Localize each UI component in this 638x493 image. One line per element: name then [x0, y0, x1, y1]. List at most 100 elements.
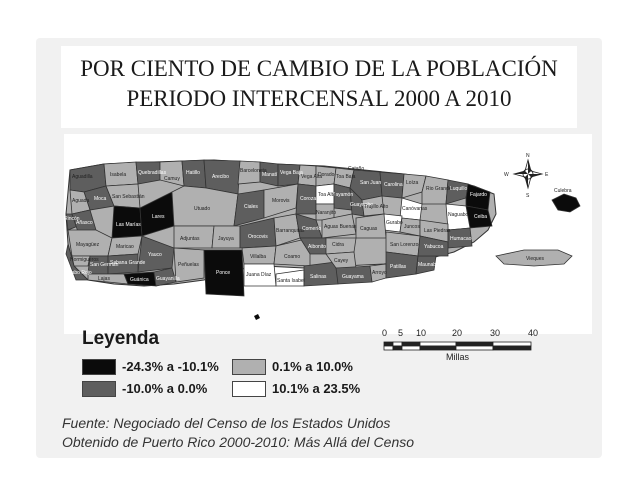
label-anasco: Añasco — [76, 220, 93, 226]
legend-label-1: -24.3% a -10.1% — [122, 359, 219, 374]
label-arroyo: Arroyo — [372, 270, 387, 276]
label-aguas-buenas: Aguas Buenas — [324, 224, 357, 230]
source-note: Fuente: Negociado del Censo de los Estad… — [62, 414, 582, 452]
region-yabucoa — [417, 235, 449, 257]
compass-w: W — [504, 172, 509, 178]
region-cabo-rojo — [65, 243, 89, 281]
label-coamo: Coamo — [284, 254, 300, 260]
scale-tick-10: 10 — [416, 328, 426, 338]
region-ponce — [203, 249, 245, 297]
puerto-rico-map: N S E W Aguadilla Isabela Quebradillas C… — [64, 153, 581, 320]
label-ponce: Ponce — [216, 270, 230, 276]
label-lajas: Lajas — [98, 276, 110, 282]
label-cabo-rojo: Cabo Rojo — [68, 270, 92, 276]
label-moca: Moca — [94, 196, 106, 202]
label-cidra: Cidra — [332, 242, 344, 248]
label-ceiba: Ceiba — [474, 214, 487, 220]
scale-bar: 0 5 10 20 30 40 Millas — [382, 328, 538, 362]
compass-n: N — [526, 153, 530, 159]
legend-swatch-4 — [232, 381, 266, 397]
label-santa-isabel: Santa Isabel — [277, 278, 305, 284]
label-hatillo: Hatillo — [186, 170, 200, 176]
label-aguadilla: Aguadilla — [72, 174, 93, 180]
compass-s: S — [526, 193, 530, 199]
legend-label-4: 10.1% a 23.5% — [272, 381, 361, 396]
region-mona — [254, 314, 260, 320]
label-ciales: Ciales — [244, 204, 258, 210]
scale-tick-0: 0 — [382, 328, 387, 338]
label-lares: Lares — [152, 214, 165, 220]
label-cayey: Cayey — [334, 258, 349, 264]
label-culebra: Culebra — [554, 188, 572, 194]
label-juana-diaz: Juana Díaz — [246, 272, 272, 278]
label-corozal: Corozal — [300, 196, 317, 202]
label-comerio: Comerío — [302, 226, 321, 232]
scale-tick-30: 30 — [490, 328, 500, 338]
legend-label-3: 0.1% a 10.0% — [272, 359, 353, 374]
label-carolina: Carolina — [384, 182, 403, 188]
label-yabucoa: Yabucoa — [424, 244, 444, 250]
title-box: POR CIENTO DE CAMBIO DE LA POBLACIÓN PER… — [61, 46, 577, 128]
label-arecibo: Arecibo — [212, 174, 229, 180]
compass-e: E — [545, 172, 549, 178]
scale-unit: Millas — [446, 352, 470, 362]
label-gurabo: Gurabo — [386, 220, 403, 226]
label-juncos: Juncos — [404, 224, 420, 230]
label-dorado: Dorado — [318, 172, 335, 178]
label-mayaguez: Mayagüez — [76, 242, 100, 248]
municipalities — [65, 159, 493, 297]
label-patillas: Patillas — [390, 264, 407, 270]
legend-swatch-2 — [82, 381, 116, 397]
label-catano: Cataño — [348, 166, 364, 172]
label-fajardo: Fajardo — [470, 192, 487, 198]
region-rio-grande — [421, 175, 449, 205]
label-toa-alta: Toa Alta — [318, 192, 336, 198]
label-guanica: Guánica — [130, 277, 149, 283]
label-san-sebastian: San Sebastián — [112, 194, 145, 200]
label-utuado: Utuado — [194, 206, 210, 212]
label-naranjito: Naranjito — [316, 210, 336, 216]
label-san-juan: San Juan — [360, 180, 381, 186]
label-hormigueros: Hormigueros — [70, 257, 99, 263]
legend-title: Leyenda — [82, 328, 160, 349]
label-adjuntas: Adjuntas — [180, 236, 200, 242]
region-penuelas — [173, 247, 205, 283]
title-line-2: PERIODO INTERCENSAL 2000 A 2010 — [126, 86, 512, 111]
label-humacao: Humacao — [450, 236, 472, 242]
scale-tick-5: 5 — [398, 328, 403, 338]
label-salinas: Salinas — [310, 274, 327, 280]
label-guayama: Guayama — [342, 274, 364, 280]
label-caguas: Caguas — [360, 226, 378, 232]
region-vieques — [495, 249, 573, 267]
label-canovanas: Canóvanas — [402, 206, 428, 212]
label-maunabo: Maunabo — [418, 262, 439, 268]
label-vega-baja: Vega Baja — [280, 170, 303, 176]
label-orocovis: Orocovis — [248, 234, 268, 240]
label-yauco: Yauco — [148, 252, 162, 258]
label-sabana-grande: Sabana Grande — [110, 260, 146, 266]
title-line-1: POR CIENTO DE CAMBIO DE LA POBLACIÓN — [80, 56, 558, 81]
label-villalba: Villalba — [250, 254, 266, 260]
legend-label-2: -10.0% a 0.0% — [122, 381, 208, 396]
map-panel: N S E W Aguadilla Isabela Quebradillas C… — [64, 134, 592, 334]
label-quebradillas: Quebradillas — [138, 170, 167, 176]
label-camuy: Camuy — [164, 176, 180, 182]
label-naguabo: Naguabo — [448, 212, 469, 218]
label-san-lorenzo: San Lorenzo — [390, 242, 419, 248]
label-penuelas: Peñuelas — [178, 262, 199, 268]
scale-tick-20: 20 — [452, 328, 462, 338]
source-line-2: Obtenido de Puerto Rico 2000-2010: Más A… — [62, 434, 415, 450]
label-aguada: Aguada — [72, 198, 89, 204]
label-isabela: Isabela — [110, 172, 126, 178]
label-luquillo: Luquillo — [450, 186, 467, 192]
label-toa-baja: Toa Baja — [336, 174, 356, 180]
legend-swatch-1 — [82, 359, 116, 375]
label-bayamon: Bayamón — [332, 192, 353, 198]
label-guaynabo: Guaynabo — [350, 202, 373, 208]
label-manati: Manatí — [262, 172, 278, 178]
label-vega-alta: Vega Alta — [301, 174, 322, 180]
label-rio-grande: Rio Grande — [426, 186, 452, 192]
label-las-piedras: Las Piedras — [424, 228, 451, 234]
label-jayuya: Jayuya — [218, 236, 234, 242]
label-loiza: Loíza — [406, 180, 418, 186]
